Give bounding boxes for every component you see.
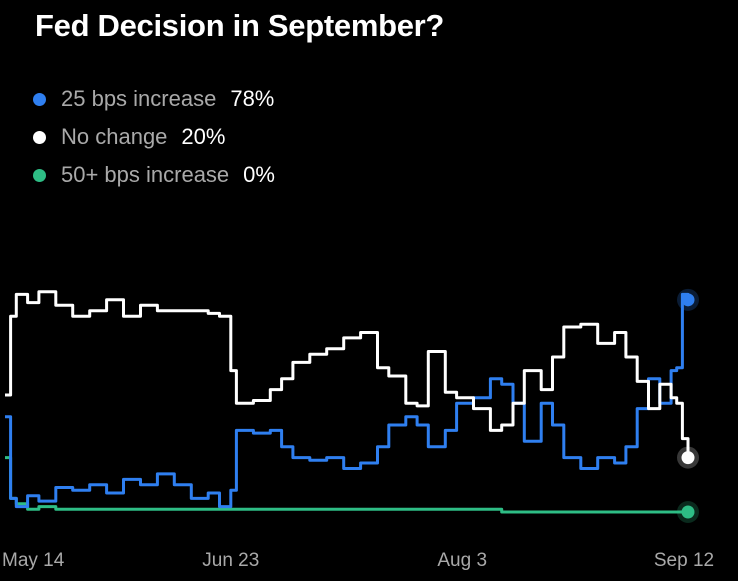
legend-label-no-change: No change [61,124,168,149]
x-tick-label: Aug 3 [437,550,487,571]
legend-item-25-bps[interactable]: 25 bps increase 78% [33,80,275,118]
legend-value-no-change: 20% [181,124,226,149]
legend-item-50-plus-bps[interactable]: 50+ bps increase 0% [33,156,275,194]
endpoint-layer [677,288,699,523]
series-line [5,456,688,514]
legend-swatch-50-plus-bps [33,168,46,182]
legend-label-50-plus-bps: 50+ bps increase [61,162,230,187]
legend: 25 bps increase 78% No change 20% 50+ bp… [33,80,275,194]
legend-value-50-plus-bps: 0% [243,162,275,187]
x-axis-ticks: May 14 Jun 23 Aug 3 Sep 12 [2,550,714,571]
legend-label-25-bps: 25 bps increase [61,86,217,111]
endpoint-marker[interactable] [681,505,695,519]
endpoint-marker[interactable] [681,451,695,465]
series-line [5,290,690,458]
series-line [5,292,690,509]
x-tick-label: May 14 [2,550,65,571]
legend-swatch-25-bps [33,92,46,106]
x-tick-label: Jun 23 [202,550,259,571]
endpoint-marker[interactable] [681,293,695,307]
legend-swatch-no-change [33,130,46,144]
series-layer [5,290,690,514]
legend-value-25-bps: 78% [230,86,275,111]
chart-title: Fed Decision in September? [35,8,445,43]
legend-item-no-change[interactable]: No change 20% [33,118,275,156]
x-tick-label: Sep 12 [654,550,714,571]
